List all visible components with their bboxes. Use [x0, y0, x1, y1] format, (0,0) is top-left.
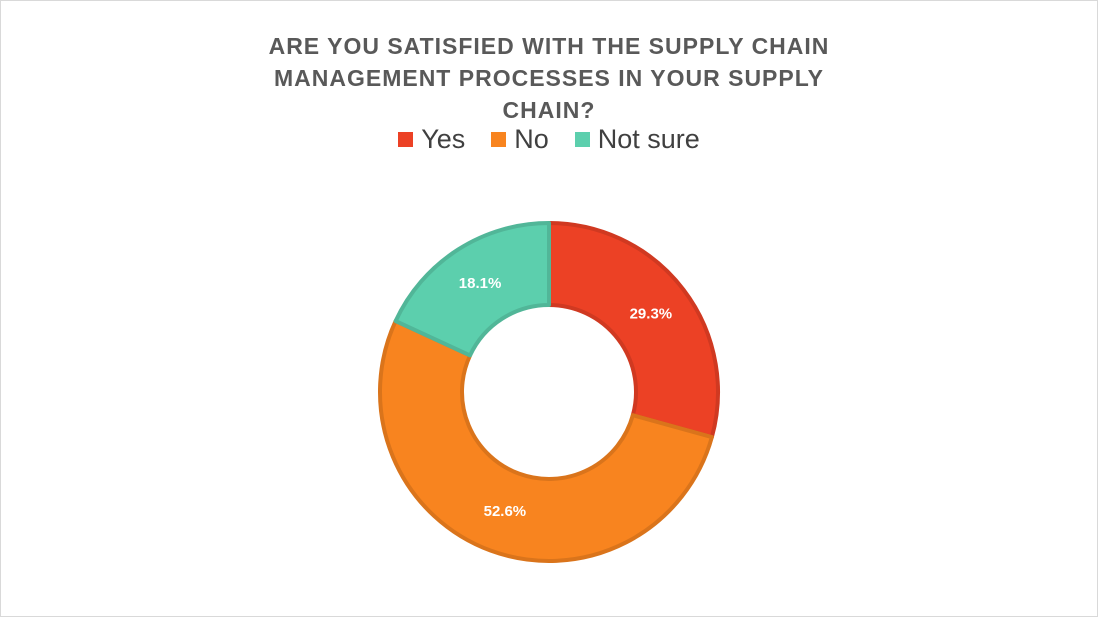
- donut-slice: [393, 221, 551, 358]
- donut-slice: [378, 319, 714, 563]
- chart-title: ARE YOU SATISFIED WITH THE SUPPLY CHAIN …: [268, 33, 830, 123]
- legend-swatch: [574, 132, 590, 147]
- legend-swatch: [491, 132, 507, 147]
- legend: Yes No Not sure: [0, 124, 1098, 155]
- legend-item: Not sure: [574, 124, 700, 155]
- data-label: 18.1%: [459, 275, 502, 292]
- donut-slice: [547, 221, 720, 440]
- legend-label: Not sure: [597, 124, 700, 154]
- legend-item: No: [491, 124, 549, 155]
- data-label: 52.6%: [484, 503, 527, 520]
- data-label: 29.3%: [630, 305, 673, 322]
- legend-swatch: [398, 132, 414, 147]
- legend-label: No: [514, 124, 549, 154]
- legend-item: Yes: [398, 124, 465, 155]
- legend-label: Yes: [421, 124, 466, 154]
